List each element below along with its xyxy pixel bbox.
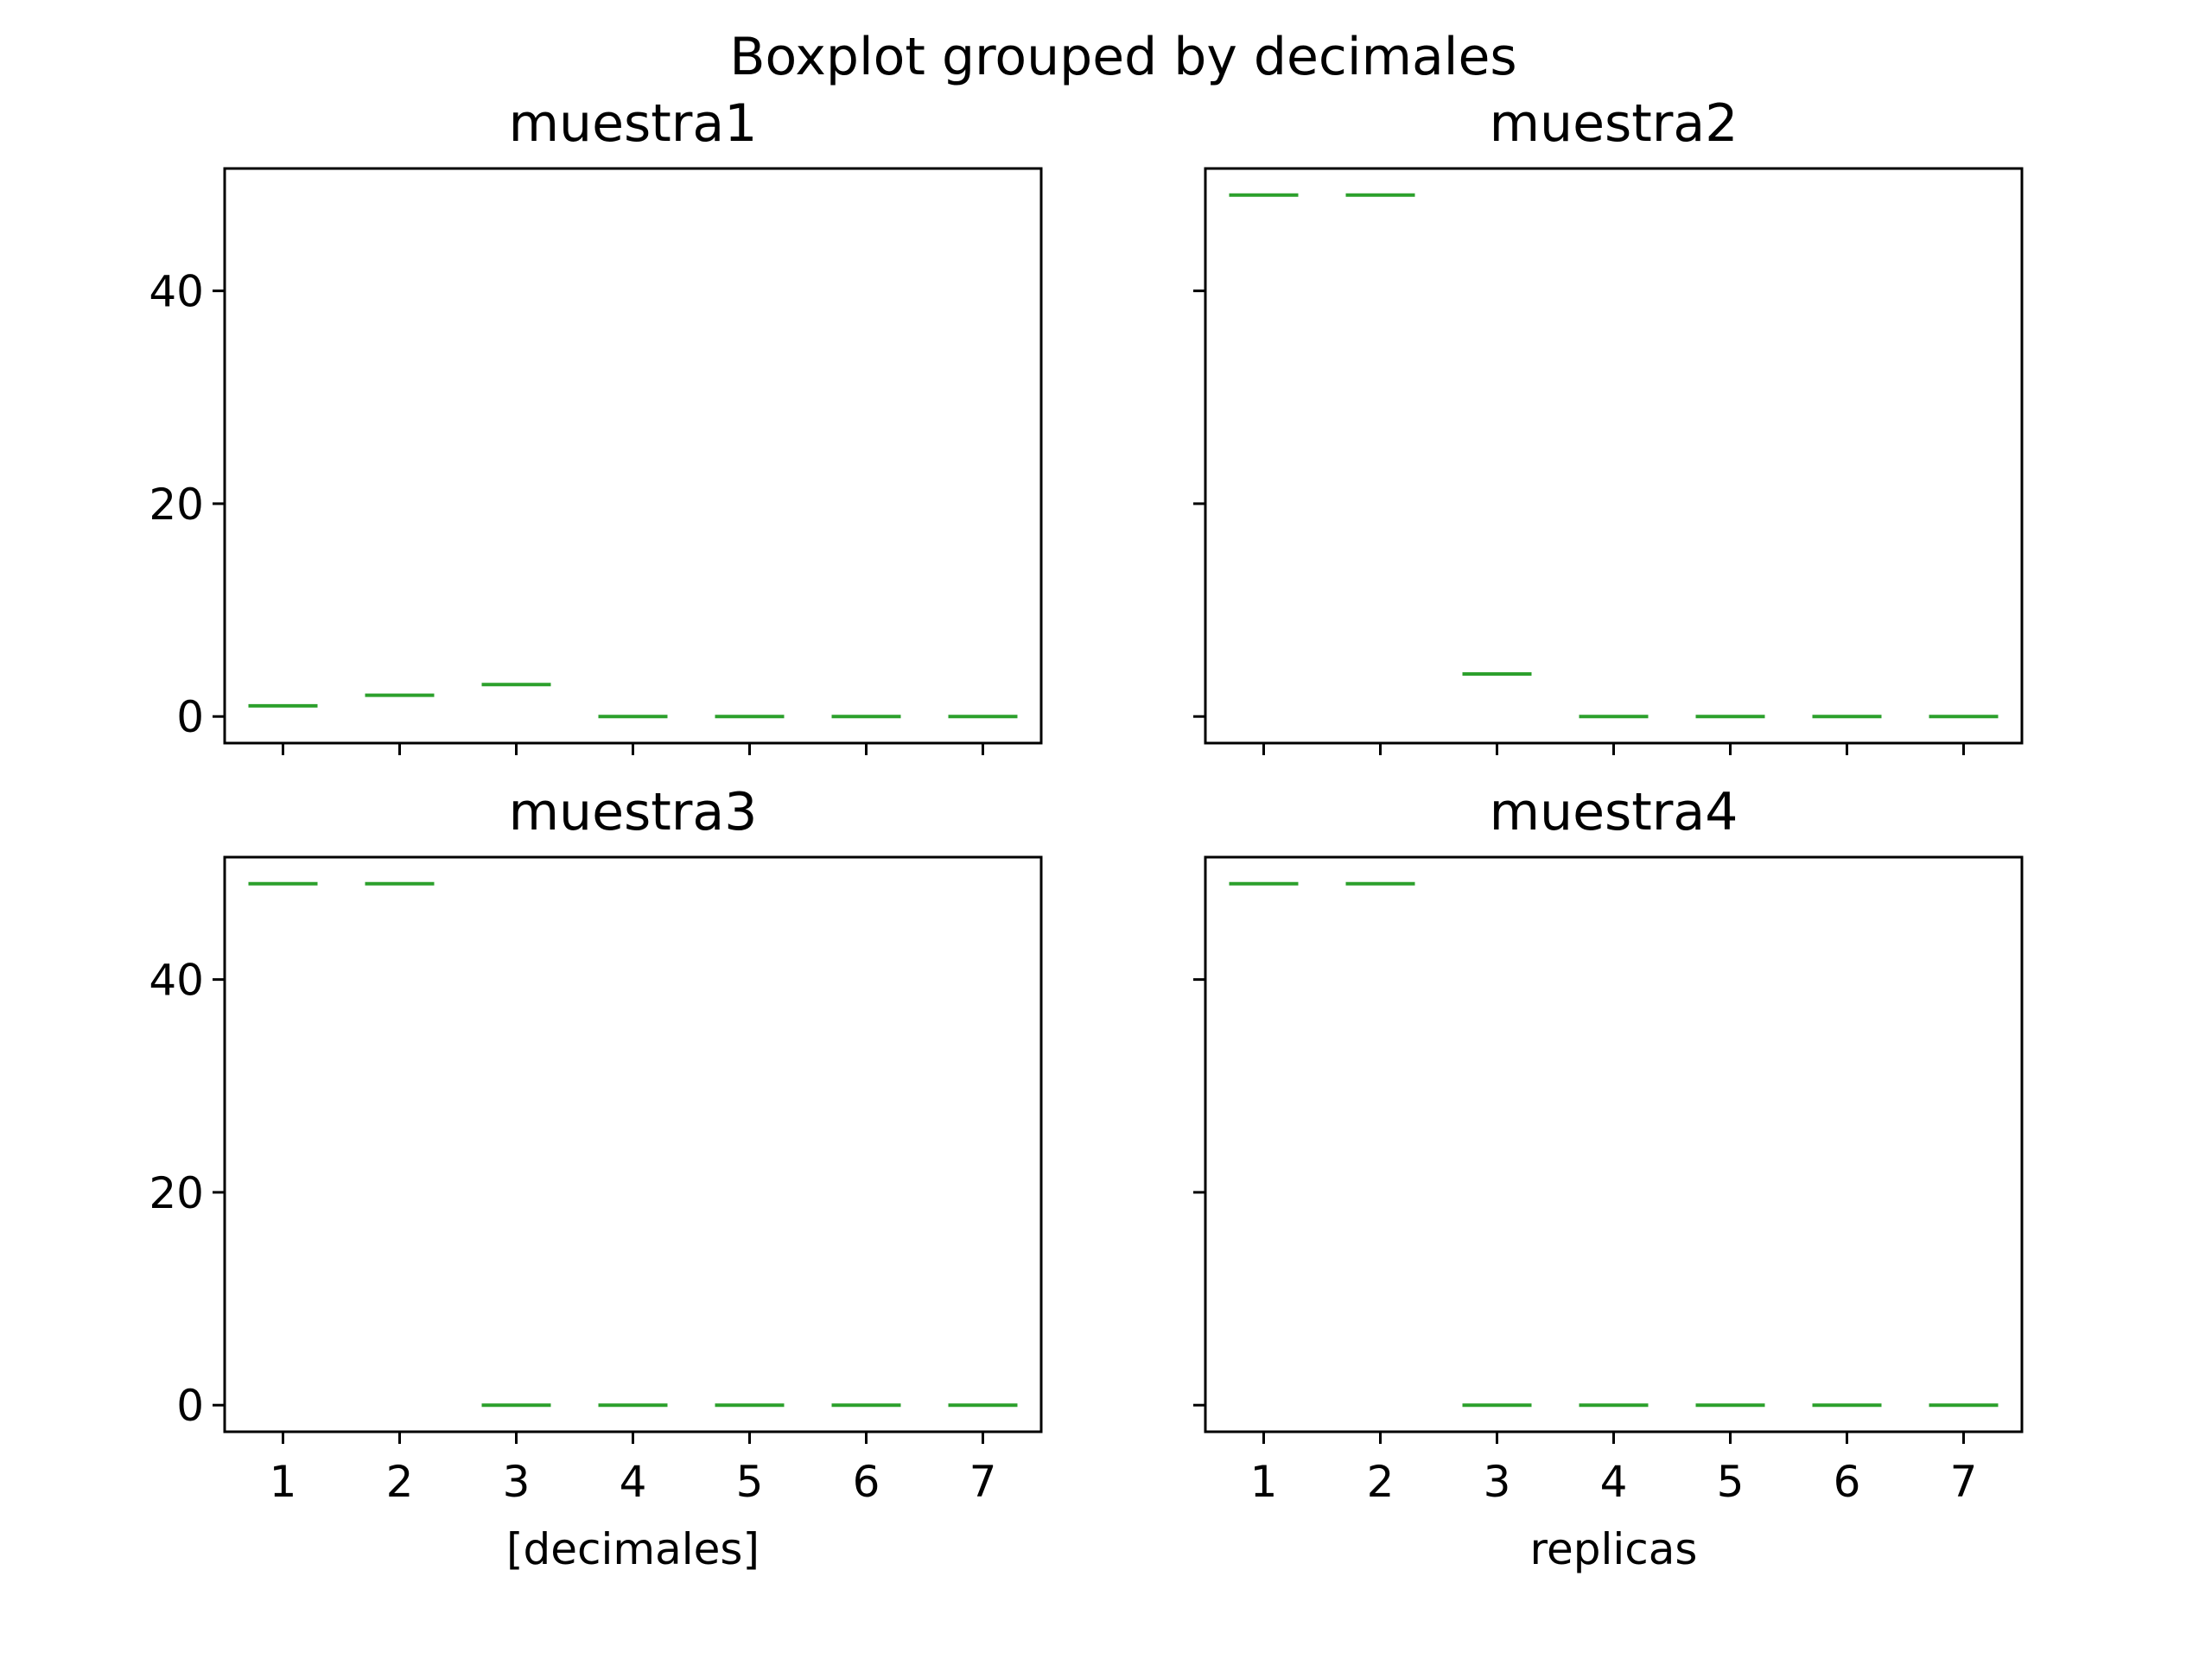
axes-frame [223,167,1043,745]
panel-title: muestra2 [1490,93,1738,154]
y-tick-label: 20 [149,480,204,530]
x-axis-label: replicas [1530,1524,1698,1574]
x-tick-label: 1 [270,1457,297,1507]
panels-group: muestra1 0 20 40 muestra2 muestra3 0 20 40 1 2 3 4 5 6… [149,93,2024,1574]
panel-4: muestra4 1 2 3 4 5 6 7 replicas [1193,782,2024,1574]
x-tick-label: 7 [1950,1457,1978,1507]
panel-3: muestra3 0 20 40 1 2 3 4 5 6 7 [decimales] [149,782,1043,1574]
y-tick-label: 40 [149,956,204,1006]
x-axis-label: [decimales] [506,1524,760,1574]
x-tick-label: 2 [1367,1457,1395,1507]
y-tick-label: 0 [176,692,204,742]
panel-1: muestra1 0 20 40 [149,93,1043,755]
x-tick-label: 5 [1717,1457,1745,1507]
x-tick-label: 5 [736,1457,764,1507]
x-tick-label: 3 [503,1457,531,1507]
panel-title: muestra3 [509,782,758,842]
y-tick-label: 20 [149,1168,204,1218]
x-tick-label: 4 [620,1457,647,1507]
x-tick-label: 2 [386,1457,414,1507]
axes-frame [223,855,1043,1433]
x-tick-label: 4 [1600,1457,1628,1507]
y-tick-label: 40 [149,267,204,317]
axes-frame [1204,855,2024,1433]
x-tick-label: 7 [969,1457,997,1507]
panel-title: muestra1 [509,93,758,154]
axes-frame [1204,167,2024,745]
x-tick-label: 6 [1834,1457,1861,1507]
x-tick-label: 3 [1484,1457,1511,1507]
x-tick-label: 1 [1250,1457,1278,1507]
panel-2: muestra2 [1193,93,2024,755]
panel-title: muestra4 [1490,782,1738,842]
y-tick-label: 0 [176,1381,204,1431]
x-tick-label: 6 [853,1457,880,1507]
figure-title: Boxplot grouped by decimales [729,27,1516,87]
